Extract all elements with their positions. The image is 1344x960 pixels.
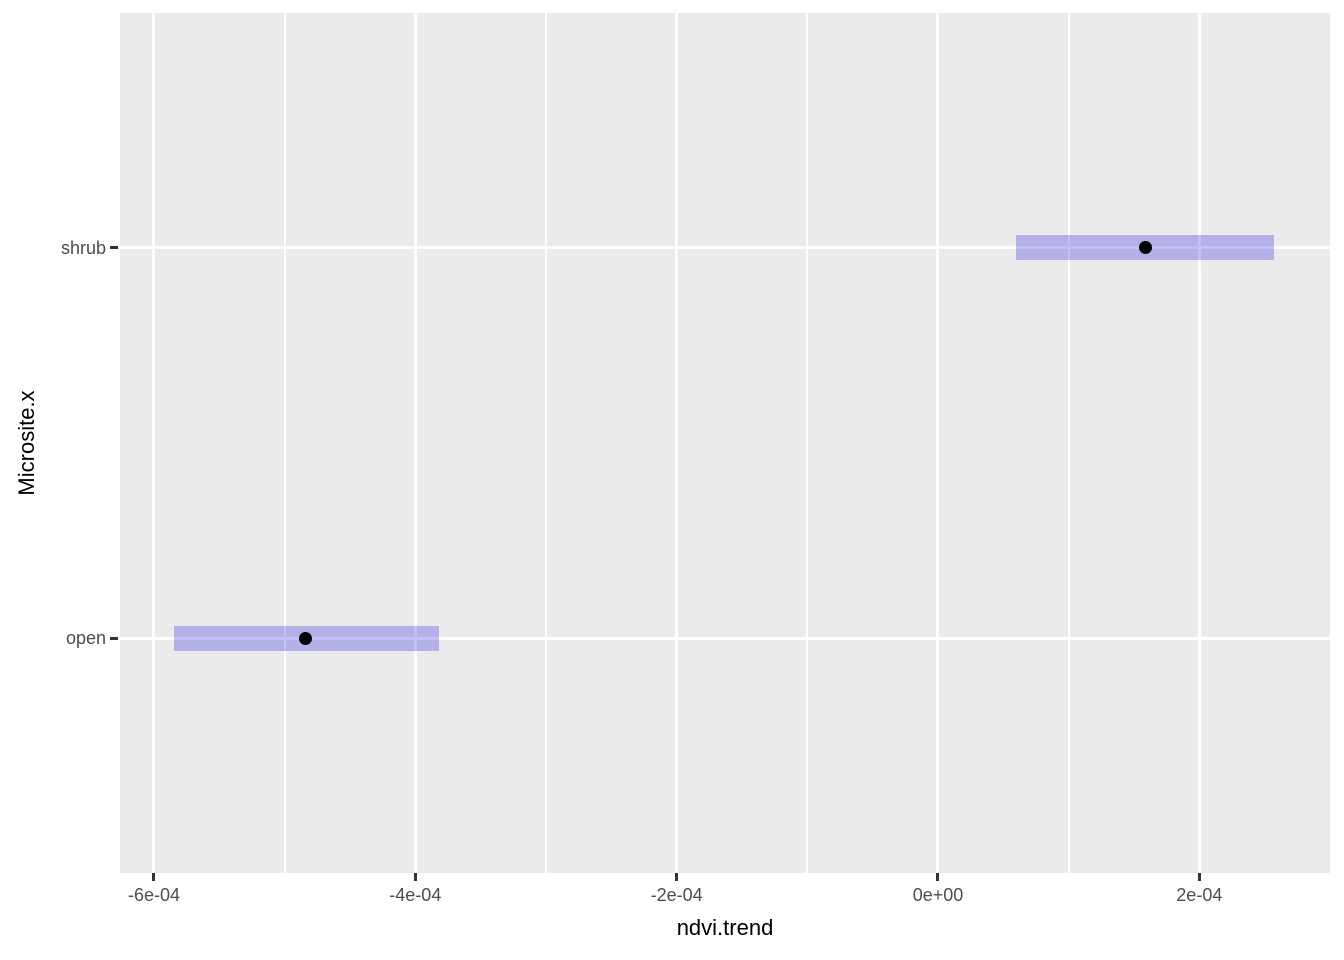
x-axis-title: ndvi.trend [676, 915, 774, 940]
x-tick-mark [413, 873, 417, 881]
gridline-x-minor [544, 13, 547, 873]
y-tick-label: shrub [60, 237, 106, 258]
gridline-x-minor [806, 13, 809, 873]
y-tick-label: open [65, 628, 106, 649]
gridline-x-minor [283, 13, 286, 873]
x-tick-label: 0e+00 [912, 885, 964, 905]
x-tick-label: -6e-04 [127, 885, 180, 905]
gridline-y-major [120, 636, 1330, 640]
gridline-x-major [675, 13, 679, 873]
point-estimate [1139, 241, 1153, 255]
y-tick-mark [110, 636, 118, 640]
plot-panel [120, 13, 1330, 873]
x-tick-mark [1197, 873, 1201, 881]
y-tick-mark [110, 246, 118, 250]
x-tick-mark [936, 873, 940, 881]
gridline-x-major [1197, 13, 1201, 873]
gridline-x-minor [1067, 13, 1070, 873]
gridline-y-major [120, 246, 1330, 250]
x-tick-mark [152, 873, 156, 881]
gridline-x-major [152, 13, 156, 873]
y-axis-title: Microsite.x [14, 390, 39, 496]
x-tick-mark [675, 873, 679, 881]
gridline-x-major [413, 13, 417, 873]
gridline-x-major [936, 13, 940, 873]
x-tick-label: 2e-04 [1176, 885, 1223, 905]
x-tick-label: -2e-04 [650, 885, 703, 905]
point-estimate [299, 631, 313, 645]
x-tick-label: -4e-04 [389, 885, 442, 905]
